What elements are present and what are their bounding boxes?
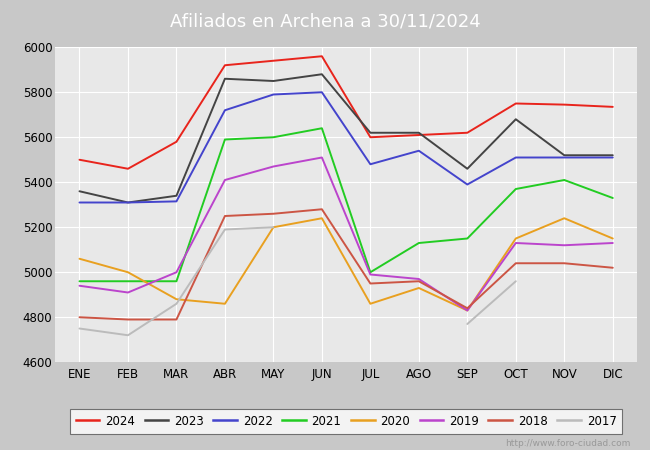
Text: Afiliados en Archena a 30/11/2024: Afiliados en Archena a 30/11/2024 [170,13,480,31]
Text: http://www.foro-ciudad.com: http://www.foro-ciudad.com [505,439,630,448]
Legend: 2024, 2023, 2022, 2021, 2020, 2019, 2018, 2017: 2024, 2023, 2022, 2021, 2020, 2019, 2018… [70,409,623,434]
